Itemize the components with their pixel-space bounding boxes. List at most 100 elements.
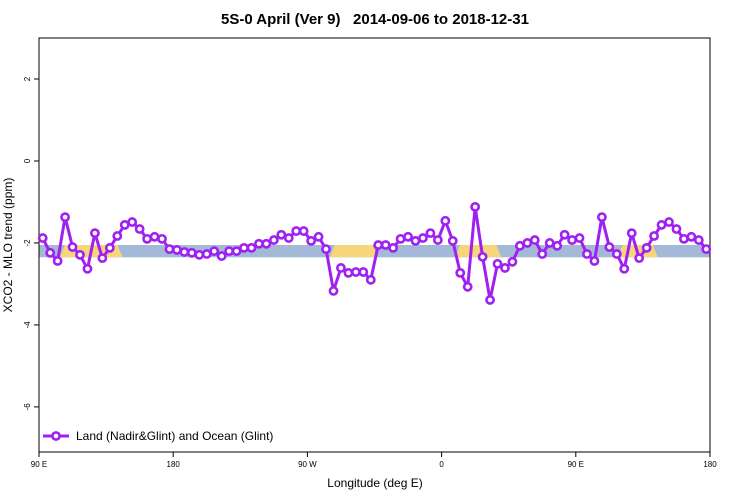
y-tick-label: -6 bbox=[23, 403, 32, 411]
data-point bbox=[157, 233, 167, 244]
data-point bbox=[261, 238, 272, 249]
data-point bbox=[164, 244, 175, 254]
data-point bbox=[529, 235, 540, 245]
data-point bbox=[641, 242, 652, 253]
data-point bbox=[194, 249, 205, 260]
data-point bbox=[619, 263, 630, 274]
data-point bbox=[60, 212, 70, 223]
data-point bbox=[425, 228, 436, 239]
data-point bbox=[656, 220, 667, 230]
data-point bbox=[418, 233, 428, 243]
data-point bbox=[679, 233, 689, 244]
data-point bbox=[365, 274, 376, 285]
data-point bbox=[268, 235, 279, 245]
y-axis-label: XCO2 - MLO trend (ppm) bbox=[1, 178, 15, 313]
data-point bbox=[90, 228, 100, 239]
x-tick-label: 180 bbox=[703, 460, 717, 469]
data-point bbox=[567, 235, 577, 245]
data-point bbox=[373, 240, 384, 250]
x-tick-label: 90 W bbox=[298, 460, 317, 469]
data-point bbox=[142, 233, 153, 244]
data-point bbox=[500, 263, 510, 273]
data-point bbox=[149, 231, 160, 242]
x-tick-label: 0 bbox=[439, 460, 444, 469]
data-point bbox=[507, 256, 518, 267]
data-point bbox=[97, 253, 108, 264]
data-point bbox=[127, 217, 138, 227]
data-point bbox=[447, 236, 458, 246]
data-point bbox=[321, 244, 331, 254]
data-point bbox=[239, 242, 249, 253]
data-point bbox=[82, 263, 93, 274]
data-point bbox=[328, 286, 339, 296]
data-point bbox=[45, 247, 56, 258]
data-point bbox=[634, 253, 645, 264]
data-point bbox=[432, 235, 443, 245]
data-point bbox=[104, 242, 115, 253]
data-point bbox=[649, 231, 659, 241]
data-point bbox=[596, 212, 607, 223]
legend-label: Land (Nadir&Glint) and Ocean (Glint) bbox=[76, 429, 273, 443]
data-point bbox=[209, 246, 220, 257]
x-axis-label: Longitude (deg E) bbox=[327, 476, 422, 490]
data-point bbox=[283, 233, 294, 243]
legend-marker bbox=[51, 431, 61, 441]
data-point bbox=[701, 244, 712, 254]
data-point bbox=[544, 238, 555, 248]
data-point bbox=[67, 242, 78, 252]
data-point bbox=[522, 238, 533, 248]
x-tick-label: 180 bbox=[167, 460, 181, 469]
data-point bbox=[552, 240, 563, 251]
data-point bbox=[37, 233, 48, 243]
data-point bbox=[350, 267, 361, 277]
data-point bbox=[246, 242, 257, 253]
x-tick-label: 90 E bbox=[568, 460, 584, 469]
data-point bbox=[306, 236, 317, 246]
data-point bbox=[514, 240, 525, 251]
y-tick-label: -4 bbox=[23, 321, 32, 329]
data-point bbox=[582, 249, 592, 259]
data-point bbox=[671, 224, 682, 234]
data-point bbox=[559, 229, 570, 240]
x-tick-label: 90 E bbox=[31, 460, 47, 469]
data-point bbox=[119, 220, 130, 230]
y-tick-label: -2 bbox=[23, 239, 32, 247]
data-point bbox=[440, 215, 451, 226]
y-tick-label: 2 bbox=[23, 76, 32, 81]
data-point bbox=[172, 245, 182, 255]
data-point bbox=[380, 240, 391, 250]
data-point bbox=[112, 231, 123, 241]
data-point bbox=[231, 246, 242, 257]
data-point bbox=[313, 231, 324, 242]
data-point bbox=[477, 251, 488, 262]
data-point bbox=[604, 242, 615, 252]
data-point bbox=[52, 256, 63, 266]
data-point bbox=[186, 247, 197, 258]
data-point bbox=[626, 228, 637, 239]
data-point bbox=[462, 281, 473, 292]
data-point bbox=[224, 246, 235, 257]
data-point bbox=[298, 226, 309, 236]
data-point bbox=[134, 224, 145, 234]
data-point bbox=[216, 251, 227, 261]
plot-frame bbox=[38, 37, 711, 453]
data-point bbox=[395, 233, 406, 244]
data-point bbox=[358, 267, 369, 277]
data-point bbox=[537, 249, 548, 259]
highlight-band bbox=[455, 245, 502, 258]
data-point bbox=[589, 256, 600, 266]
data-point bbox=[470, 201, 481, 212]
data-point bbox=[693, 235, 704, 245]
data-point bbox=[276, 229, 287, 240]
data-point bbox=[574, 233, 585, 243]
data-point bbox=[492, 258, 503, 269]
data-point bbox=[410, 236, 421, 246]
y-tick-label: 0 bbox=[23, 158, 32, 163]
data-point bbox=[664, 217, 674, 227]
data-point bbox=[336, 263, 346, 273]
data-point bbox=[343, 267, 354, 278]
data-point bbox=[179, 247, 190, 257]
data-point bbox=[686, 231, 697, 242]
data-point bbox=[75, 249, 85, 260]
